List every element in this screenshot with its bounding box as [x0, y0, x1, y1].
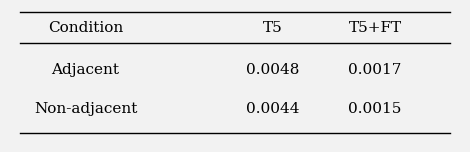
- Text: 0.0048: 0.0048: [246, 63, 299, 77]
- Text: 0.0044: 0.0044: [246, 102, 299, 116]
- Text: Adjacent: Adjacent: [52, 63, 119, 77]
- Text: 0.0015: 0.0015: [348, 102, 402, 116]
- Text: Non-adjacent: Non-adjacent: [34, 102, 137, 116]
- Text: 0.0017: 0.0017: [348, 63, 402, 77]
- Text: T5: T5: [263, 21, 282, 35]
- Text: T5+FT: T5+FT: [349, 21, 402, 35]
- Text: Condition: Condition: [48, 21, 123, 35]
